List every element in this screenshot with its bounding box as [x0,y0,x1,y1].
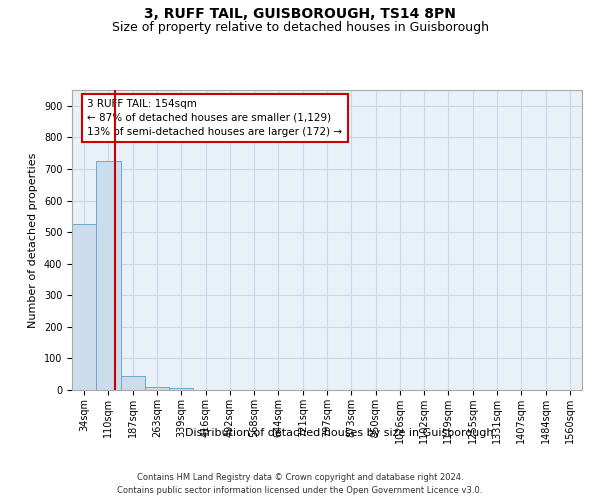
Text: 3, RUFF TAIL, GUISBOROUGH, TS14 8PN: 3, RUFF TAIL, GUISBOROUGH, TS14 8PN [144,8,456,22]
Bar [169,388,193,390]
Y-axis label: Number of detached properties: Number of detached properties [28,152,38,328]
Bar [121,376,145,390]
Text: Size of property relative to detached houses in Guisborough: Size of property relative to detached ho… [112,21,488,34]
Text: Distribution of detached houses by size in Guisborough: Distribution of detached houses by size … [185,428,493,438]
Text: Contains HM Land Registry data © Crown copyright and database right 2024.
Contai: Contains HM Land Registry data © Crown c… [118,474,482,495]
Bar [72,224,96,390]
Text: 3 RUFF TAIL: 154sqm
← 87% of detached houses are smaller (1,129)
13% of semi-det: 3 RUFF TAIL: 154sqm ← 87% of detached ho… [88,99,343,137]
Bar [96,161,121,390]
Bar [145,387,169,390]
